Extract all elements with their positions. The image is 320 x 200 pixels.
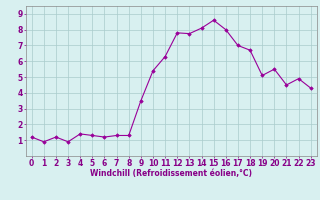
X-axis label: Windchill (Refroidissement éolien,°C): Windchill (Refroidissement éolien,°C) bbox=[90, 169, 252, 178]
